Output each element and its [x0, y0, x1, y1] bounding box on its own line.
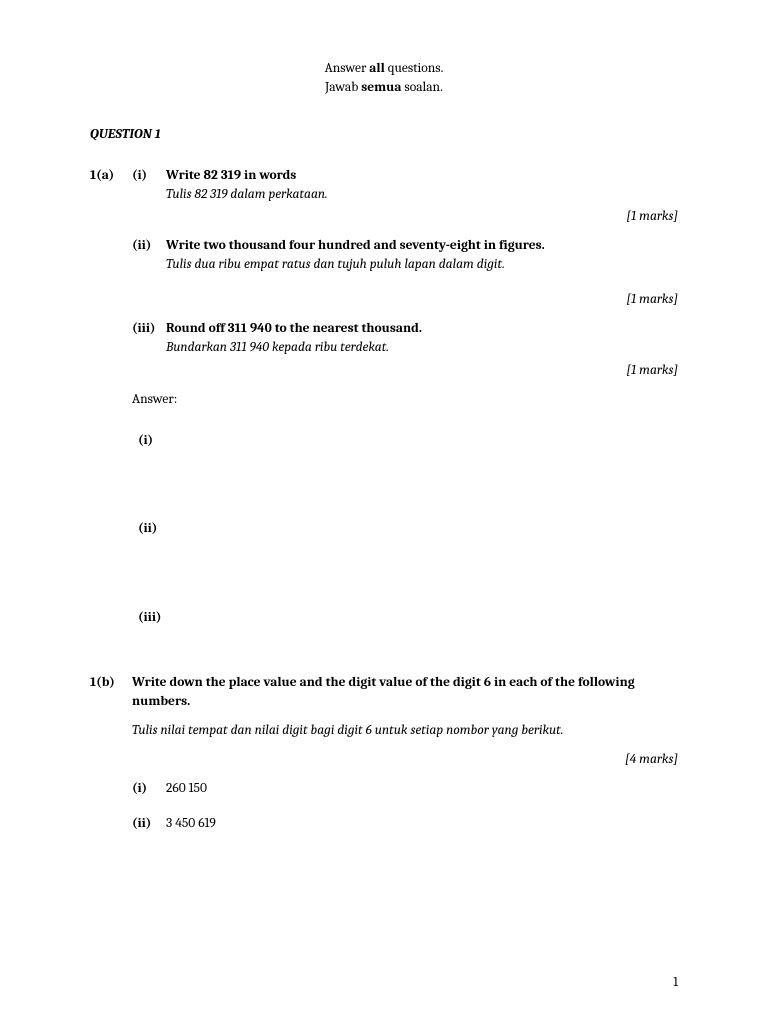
question-text-en: Write 82 319 in words [166, 167, 678, 186]
answer-slot-iii: (iii) [138, 609, 678, 628]
question-text-en: Write two thousand four hundred and seve… [166, 237, 678, 256]
bold-word: all [369, 61, 385, 76]
sub-number: (iii) [132, 320, 166, 339]
marks-label: [1 marks] [90, 208, 678, 227]
value: 260 150 [166, 780, 678, 799]
instruction-line-en: Answer all questions. [90, 60, 678, 79]
question-text-ms: Tulis nilai tempat dan nilai digit bagi … [132, 722, 678, 741]
question-title: QUESTION 1 [90, 126, 678, 145]
sub-number: (i) [132, 780, 166, 799]
sub-number: (ii) [132, 237, 166, 256]
value: 3 450 619 [166, 815, 678, 834]
answer-slot-i: (i) [138, 432, 678, 451]
marks-label: [1 marks] [90, 362, 678, 381]
question-body: Round off 311 940 to the nearest thousan… [166, 320, 678, 358]
text: questions. [385, 61, 444, 76]
question-text-ms: Tulis dua ribu empat ratus dan tujuh pul… [166, 256, 678, 275]
question-body: Write two thousand four hundred and seve… [166, 237, 678, 275]
text: Jawab [325, 80, 361, 95]
answer-label: Answer: [132, 391, 678, 410]
question-1b-i: (i) 260 150 [90, 780, 678, 799]
text: Answer [325, 61, 370, 76]
question-1a-ii: (ii) Write two thousand four hundred and… [90, 237, 678, 275]
text: soalan. [401, 80, 442, 95]
question-text-en: Write down the place value and the digit… [132, 674, 678, 712]
exam-page: Answer all questions. Jawab semua soalan… [0, 0, 768, 1024]
marks-label: [1 marks] [90, 291, 678, 310]
instruction-line-ms: Jawab semua soalan. [90, 79, 678, 98]
question-body: Write 82 319 in words Tulis 82 319 dalam… [166, 167, 678, 205]
question-text-ms: Tulis 82 319 dalam perkataan. [166, 186, 678, 205]
sub-number: (i) [132, 167, 166, 186]
main-number: 1(b) [90, 674, 132, 693]
instructions-header: Answer all questions. Jawab semua soalan… [90, 60, 678, 98]
question-1a-iii: (iii) Round off 311 940 to the nearest t… [90, 320, 678, 358]
page-number: 1 [673, 974, 678, 992]
question-body: Write down the place value and the digit… [132, 674, 678, 741]
question-text-en: Round off 311 940 to the nearest thousan… [166, 320, 678, 339]
main-number: 1(a) [90, 167, 132, 186]
bold-word: semua [361, 80, 401, 95]
sub-number: (ii) [132, 815, 166, 834]
answer-section: Answer: (i) (ii) (iii) [132, 391, 678, 629]
question-text-ms: Bundarkan 311 940 kepada ribu terdekat. [166, 339, 678, 358]
marks-label: [4 marks] [90, 751, 678, 770]
question-1b-ii: (ii) 3 450 619 [90, 815, 678, 834]
question-1a-i: 1(a) (i) Write 82 319 in words Tulis 82 … [90, 167, 678, 205]
question-1b: 1(b) Write down the place value and the … [90, 674, 678, 741]
answer-slot-ii: (ii) [138, 520, 678, 539]
